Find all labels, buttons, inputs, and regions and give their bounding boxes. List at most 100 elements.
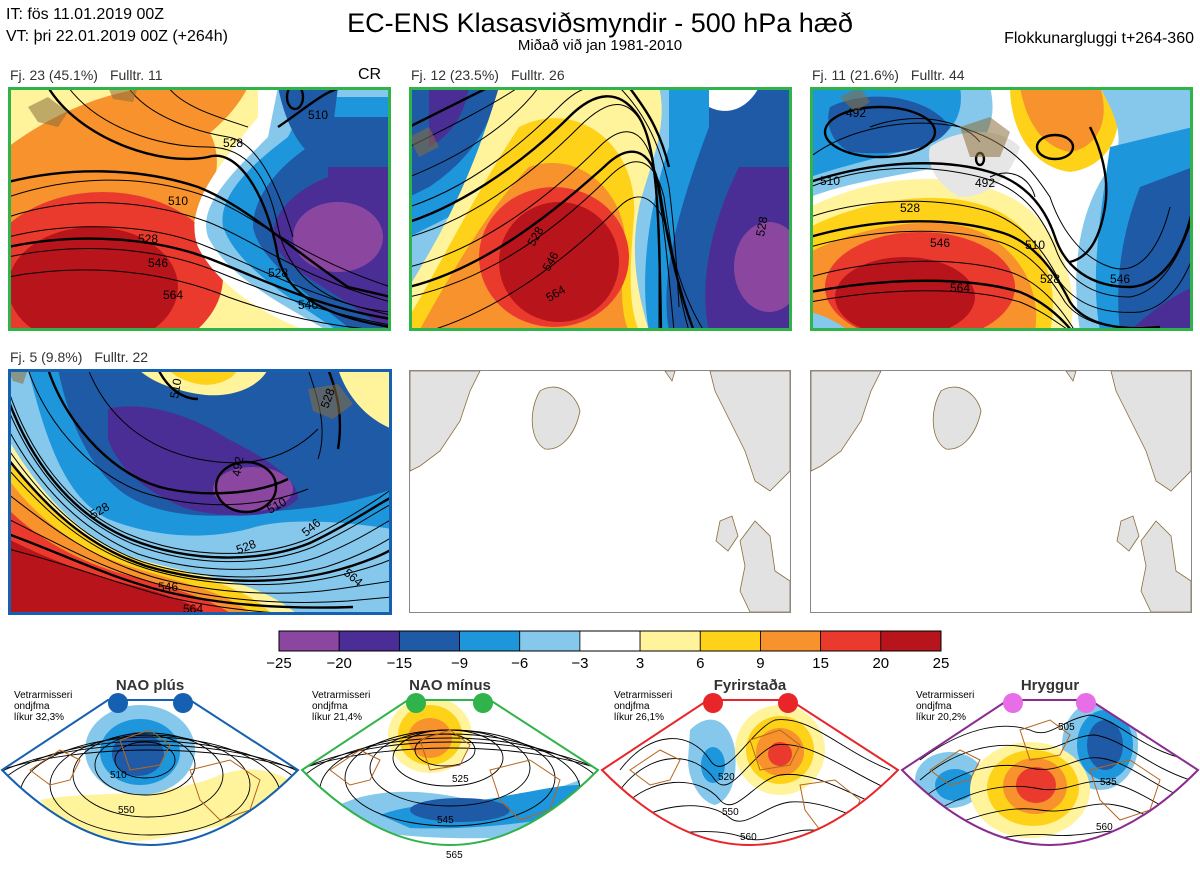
note-line: líkur 20,2%: [916, 712, 967, 723]
regime-3-title: Fyrirstaða: [713, 677, 787, 694]
regime-contour-label: 560: [1096, 822, 1113, 833]
panel-3-frame: [810, 87, 1193, 331]
contour-label: 546: [930, 236, 950, 250]
contour-label: 528: [900, 201, 920, 215]
colorbar-tick-label: 20: [872, 655, 890, 672]
regime-map-blocking: 520 550 560: [600, 693, 900, 846]
contour-label: 528: [138, 232, 158, 246]
empty-map-5: [409, 370, 791, 613]
note-line: Vetrarmisseri: [14, 690, 73, 701]
colorbar-tick-label: 6: [696, 655, 705, 672]
note-line: ondjfma: [916, 701, 952, 712]
colorbar: [278, 630, 942, 652]
contour-label: 546: [298, 298, 318, 312]
contour-label: 528: [268, 266, 288, 280]
colorbar-tick-label: −6: [511, 655, 529, 672]
regime-2-note: Vetrarmisseri ondjfma líkur 21,4%: [312, 690, 370, 723]
representative-member: Fulltr. 22: [94, 349, 149, 365]
page-subtitle: Miðað við jan 1981-2010: [517, 37, 683, 54]
representative-member: Fulltr. 44: [910, 67, 965, 83]
colorbar-labels: −25 −20 −15 −9 −6 −3 3 6 9 15 20 25: [266, 655, 949, 675]
contour-label: 528: [234, 537, 258, 557]
colorbar-cell: [519, 630, 581, 652]
contour-label: 510: [308, 108, 328, 122]
note-line: ondjfma: [614, 701, 650, 712]
cluster-name: Fj. 5 (9.8%): [10, 349, 83, 365]
cluster-map-4: 528 510 492 510 528 546 528 546 564 564: [8, 369, 392, 615]
contour-label: 546: [158, 580, 178, 594]
colorbar-cell: [639, 630, 701, 652]
contour-label: 564: [950, 281, 970, 295]
contour-label: 492: [975, 176, 995, 190]
contour-label: 510: [820, 174, 840, 188]
colorbar-cell: [278, 630, 340, 652]
contour-label: 546: [1110, 272, 1130, 286]
regime-1-note: Vetrarmisseri ondjfma líkur 32,3%: [14, 690, 72, 723]
colorbar-cell: [459, 630, 521, 652]
panel-2-label: Fj. 12 (23.5%) Fulltr. 26: [411, 67, 565, 83]
colorbar-tick-label: 3: [635, 655, 645, 672]
panel-4-label: Fj. 5 (9.8%) Fulltr. 22: [10, 349, 148, 365]
note-line: Vetrarmisseri: [916, 690, 975, 701]
contour-label: 528: [223, 136, 243, 150]
contour-label: 546: [148, 256, 168, 270]
colorbar-tick-label: 15: [812, 655, 829, 672]
colorbar-tick-label: −15: [386, 655, 413, 672]
colorbar-tick-label: 25: [932, 655, 950, 672]
regime-2-title: NAO mínus: [409, 677, 491, 694]
representative-member: Fulltr. 26: [510, 67, 565, 83]
colorbar-tick-label: −20: [326, 655, 352, 672]
cluster-name: Fj. 11 (21.6%): [812, 67, 899, 83]
contour-label: 564: [183, 602, 203, 615]
init-time: IT: fös 11.01.2019 00Z: [6, 6, 165, 23]
regime-contour-label: 510: [110, 770, 127, 781]
regime-contour-label: 550: [722, 807, 739, 818]
contour-label: 510: [167, 377, 184, 399]
colorbar-cell: [880, 630, 942, 652]
regime-contour-label: 520: [718, 772, 735, 783]
regime-map-nao-plus: 510 550: [0, 693, 300, 846]
regime-contour-label: 535: [1100, 777, 1117, 788]
colorbar-tick-label: −3: [571, 655, 589, 672]
note-line: ondjfma: [14, 701, 50, 712]
cluster-name: Fj. 23 (45.1%): [10, 67, 98, 83]
note-line: líkur 21,4%: [312, 712, 363, 723]
colorbar-cell: [820, 630, 882, 652]
contour-label: 492: [229, 455, 246, 477]
cluster-name: Fj. 12 (23.5%): [411, 67, 499, 83]
regime-4-title: Hryggur: [1020, 677, 1080, 694]
panel-1-frame: [8, 87, 391, 331]
colorbar-tick-label: −9: [450, 655, 469, 672]
representative-member: Fulltr. 11: [109, 67, 163, 83]
colorbar-tick-label: −25: [266, 655, 292, 672]
classification-window: Flokkunargluggi t+264-360: [1004, 30, 1194, 47]
header-info: IT: fös 11.01.2019 00Z VT: þri 22.01.201…: [6, 4, 228, 48]
regime-map-ridge: 505 535 560: [900, 693, 1200, 846]
colorbar-cell: [338, 630, 400, 652]
note-line: líkur 32,3%: [14, 712, 65, 723]
colorbar-cell: [398, 630, 460, 652]
note-line: ondjfma: [312, 701, 348, 712]
contour-label: 528: [753, 215, 770, 237]
cluster-map-2: 528 546 564 528: [409, 87, 792, 331]
valid-time: VT: þri 22.01.2019 00Z (+264h): [6, 28, 228, 45]
panel-1-extra: CR: [358, 66, 382, 83]
cluster-map-3: 492 510 528 546 564 492 510 528 546: [810, 87, 1193, 331]
contour-label: 564: [163, 288, 183, 302]
contour-label: 528: [1040, 272, 1060, 286]
regime-contour-label: 545: [437, 815, 454, 826]
contour-label: 510: [1025, 238, 1045, 252]
regime-contour-label: 505: [1058, 722, 1075, 733]
regime-contour-label: 550: [118, 805, 135, 816]
panel-4-frame: [8, 369, 392, 615]
contour-label: 528: [318, 386, 338, 410]
note-line: líkur 26,1%: [614, 712, 665, 723]
panel-2-frame: [409, 87, 792, 331]
regime-contour-label: 560: [740, 832, 757, 843]
panel-1-label: Fj. 23 (45.1%) Fulltr. 11: [10, 67, 163, 83]
colorbar-cell: [579, 630, 641, 652]
note-line: Vetrarmisseri: [312, 690, 371, 701]
regime-map-nao-minus: 525 545 565: [300, 693, 600, 861]
regime-contour-label: 565: [446, 850, 463, 861]
contour-label: 510: [168, 194, 188, 208]
